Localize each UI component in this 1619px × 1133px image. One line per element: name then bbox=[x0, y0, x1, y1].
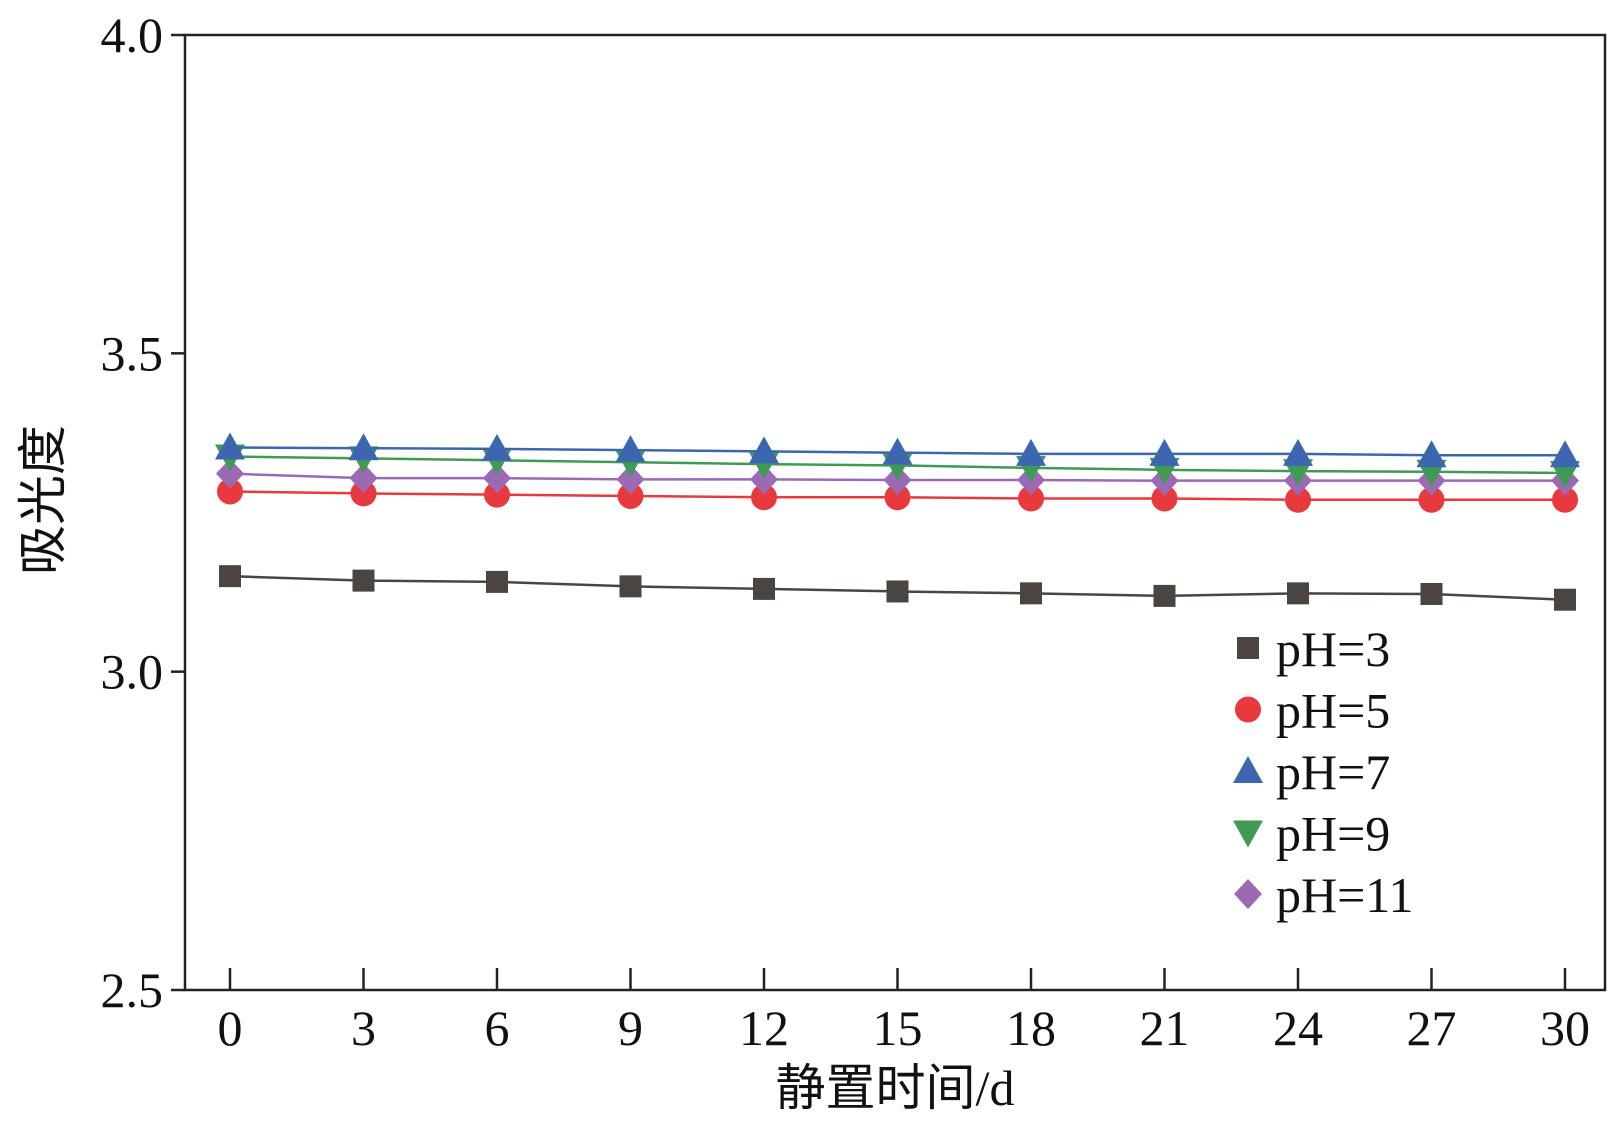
y-tick-label: 2.5 bbox=[101, 962, 164, 1018]
data-point bbox=[483, 463, 511, 494]
y-tick-label: 3.0 bbox=[101, 644, 164, 700]
data-point bbox=[1283, 438, 1313, 466]
legend-item: pH=7 bbox=[1233, 744, 1390, 800]
legend-label: pH=3 bbox=[1276, 621, 1390, 677]
data-point bbox=[1149, 438, 1180, 466]
x-tick-label: 9 bbox=[618, 1000, 643, 1056]
data-point bbox=[1018, 485, 1044, 512]
series-layer bbox=[215, 432, 1580, 611]
data-point bbox=[1285, 486, 1311, 513]
data-point bbox=[1153, 584, 1176, 607]
data-point bbox=[215, 432, 245, 460]
data-point bbox=[882, 437, 913, 465]
data-point bbox=[1552, 486, 1578, 513]
plot-frame bbox=[183, 33, 1607, 992]
data-point bbox=[886, 580, 909, 603]
legend-marker bbox=[1235, 696, 1261, 723]
data-point bbox=[1016, 438, 1046, 466]
series-pH-7 bbox=[215, 432, 1580, 468]
data-point bbox=[348, 433, 379, 461]
data-point bbox=[1550, 461, 1580, 489]
data-point bbox=[753, 577, 775, 600]
data-point bbox=[219, 565, 241, 588]
legend-label: pH=5 bbox=[1276, 683, 1390, 739]
data-point bbox=[349, 463, 378, 494]
x-tick-label: 12 bbox=[739, 1000, 789, 1056]
x-tick-label: 0 bbox=[218, 1000, 243, 1056]
data-point bbox=[484, 481, 510, 508]
legend-marker bbox=[1233, 756, 1263, 783]
data-point bbox=[1550, 440, 1580, 468]
y-axis: 2.5 3.0 3.5 4.0 bbox=[101, 7, 185, 1018]
data-point bbox=[1418, 486, 1445, 513]
legend-marker bbox=[1233, 820, 1263, 848]
legend-label: pH=9 bbox=[1276, 806, 1390, 862]
x-axis: 0 3 6 9 12 15 18 21 24 27 30 bbox=[218, 968, 1590, 1056]
series-pH-5 bbox=[217, 478, 1578, 513]
legend-label: pH=11 bbox=[1276, 867, 1413, 923]
data-point bbox=[486, 570, 508, 593]
x-tick-label: 3 bbox=[351, 1000, 376, 1056]
legend-item: pH=9 bbox=[1233, 806, 1390, 862]
legend-marker bbox=[1234, 879, 1262, 909]
data-point bbox=[619, 575, 642, 598]
data-point bbox=[1287, 582, 1309, 605]
legend-item: pH=3 bbox=[1237, 621, 1390, 677]
y-tick-label: 4.0 bbox=[101, 7, 164, 63]
data-point bbox=[615, 435, 646, 463]
x-tick-label: 27 bbox=[1407, 1000, 1457, 1056]
y-axis-title: 吸光度 bbox=[15, 425, 71, 575]
series-pH-3 bbox=[219, 565, 1576, 611]
x-tick-label: 6 bbox=[485, 1000, 510, 1056]
y-tick-label: 3.5 bbox=[101, 325, 164, 381]
data-point bbox=[350, 480, 377, 507]
data-point bbox=[217, 478, 243, 505]
x-tick-label: 21 bbox=[1140, 1000, 1190, 1056]
data-point bbox=[750, 464, 778, 495]
data-point bbox=[216, 458, 244, 489]
data-point bbox=[751, 484, 777, 511]
data-point bbox=[1151, 485, 1178, 512]
x-tick-label: 30 bbox=[1540, 1000, 1590, 1056]
data-point bbox=[1020, 582, 1042, 605]
legend-item: pH=11 bbox=[1234, 867, 1413, 923]
x-axis-title: 静置时间/d bbox=[776, 1060, 1015, 1116]
x-tick-label: 24 bbox=[1273, 1000, 1323, 1056]
data-point bbox=[617, 482, 644, 509]
data-point bbox=[352, 569, 375, 592]
legend: pH=3 pH=5pH=7 pH=9pH=11 bbox=[1233, 621, 1413, 923]
legend-marker bbox=[1237, 637, 1259, 659]
data-point bbox=[749, 436, 779, 464]
x-tick-label: 18 bbox=[1006, 1000, 1056, 1056]
legend-item: pH=5 bbox=[1235, 683, 1390, 739]
data-point bbox=[884, 484, 911, 511]
data-point bbox=[616, 464, 645, 495]
legend-label: pH=7 bbox=[1276, 744, 1390, 800]
data-point bbox=[1420, 582, 1443, 605]
data-point bbox=[1554, 588, 1576, 611]
x-tick-label: 15 bbox=[873, 1000, 923, 1056]
data-point bbox=[1416, 440, 1447, 468]
data-point bbox=[482, 433, 512, 461]
